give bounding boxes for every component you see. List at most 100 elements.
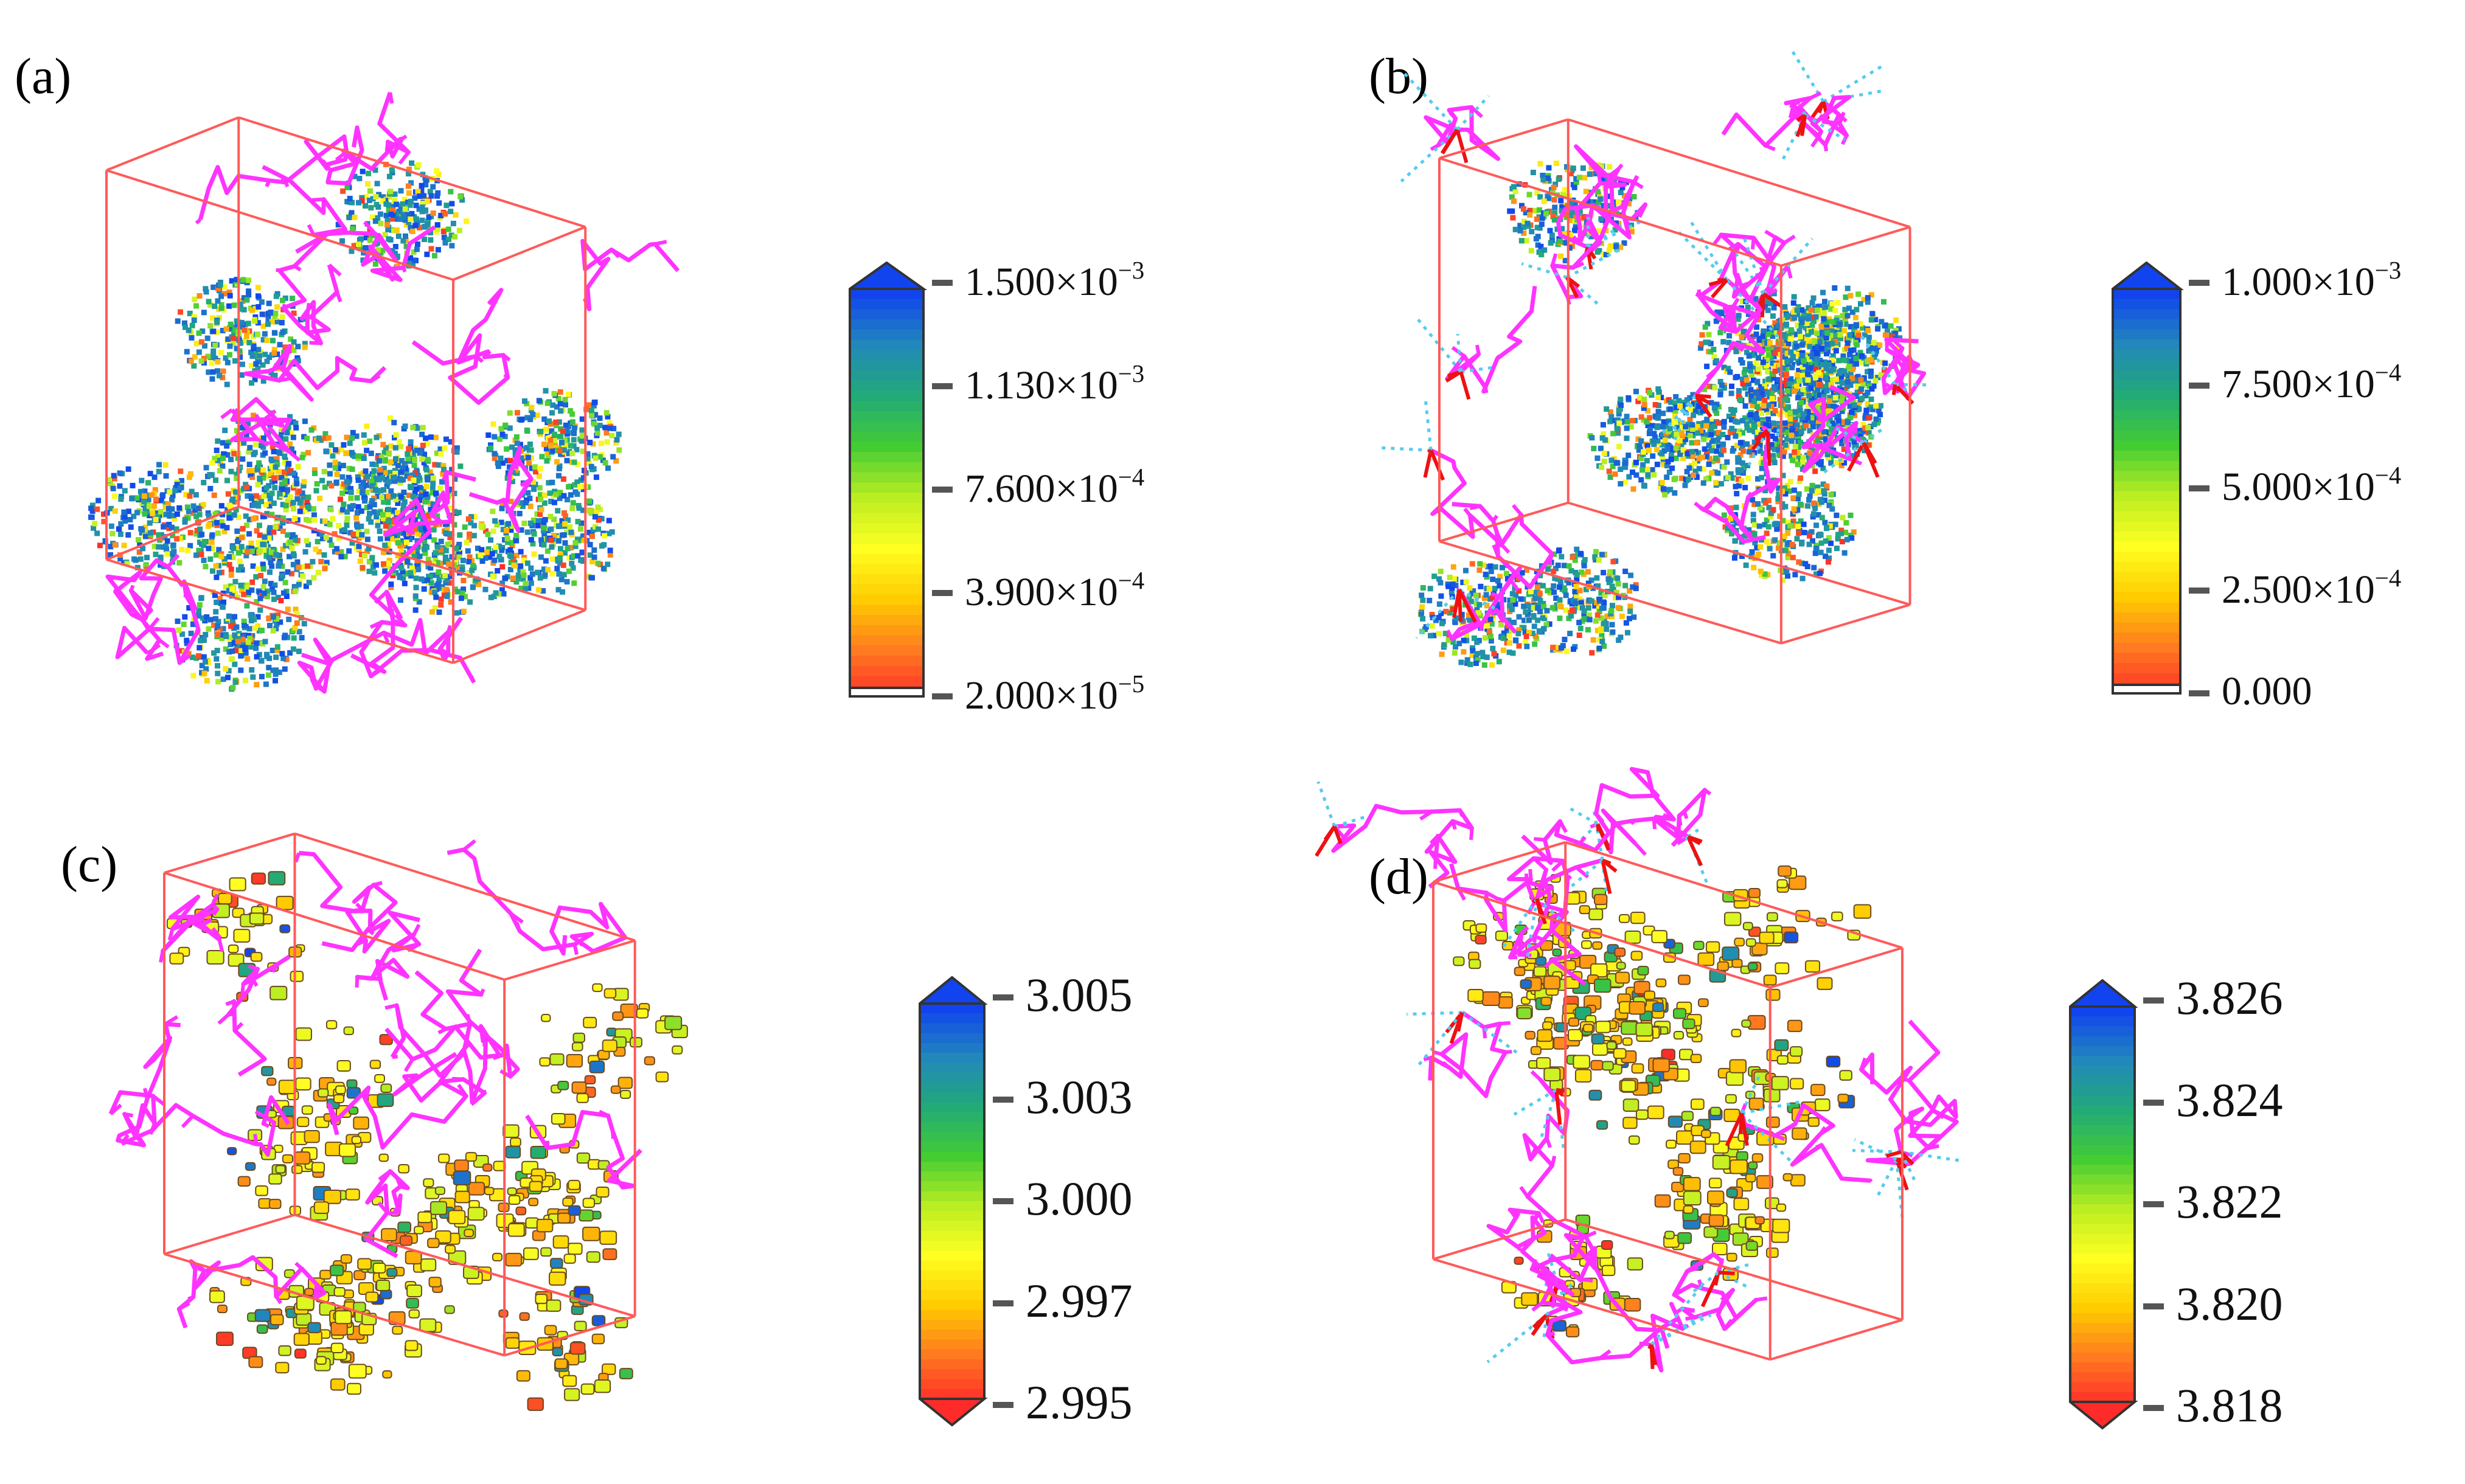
colorbar-tick (2143, 1405, 2164, 1411)
tick-multiplier: ×10 (2312, 259, 2375, 304)
panel-b: (b) 1.000×10−3 7.500×10−4 5.000×10−4 2.500×… (1232, 0, 2465, 742)
colorbar-tick-label: 0.000 (2222, 671, 2312, 712)
colorbar-tick (932, 383, 953, 389)
tick-exponent: −3 (1118, 256, 1145, 284)
colorbar-tick-label: 3.005 (1026, 971, 1133, 1019)
colorbar-tick-label: 3.824 (2176, 1076, 2283, 1124)
panel-label: (c) (61, 836, 118, 893)
panel-d: (d) 3.826 3.824 3.822 3.820 3.818 (1232, 742, 2465, 1484)
tick-mantissa: 1.130 (965, 362, 1055, 407)
colorbar-tick-label: 2.000×10−5 (965, 671, 1144, 718)
tick-multiplier: ×10 (1055, 569, 1118, 614)
tick-mantissa: 3.818 (2176, 1379, 2283, 1432)
colorbar-tick (993, 1198, 1013, 1204)
tick-mantissa: 3.826 (2176, 971, 2283, 1025)
colorbar: 1.500×10−3 1.130×10−3 7.600×10−4 3.900×10−4… (849, 258, 1290, 721)
colorbar-tick-label: 3.818 (2176, 1382, 2283, 1429)
tick-mantissa: 3.822 (2176, 1175, 2283, 1229)
colorbar-tick (2143, 1303, 2164, 1309)
colorbar-tick (932, 693, 953, 699)
simulation-box (163, 832, 636, 1357)
colorbar-gradient (919, 976, 988, 1427)
particle-cloud (1453, 865, 1872, 1337)
polymer-chains (105, 91, 680, 694)
tick-mantissa: 1.500 (965, 259, 1055, 304)
colorbar-tick-label: 3.000 (1026, 1175, 1133, 1222)
tick-mantissa: 7.500 (2222, 362, 2312, 407)
tick-exponent: −4 (2374, 462, 2402, 490)
colorbar-tick-label: 2.995 (1026, 1379, 1133, 1426)
colorbar-tick (932, 487, 953, 493)
tick-multiplier: ×10 (2312, 362, 2375, 407)
colorbar-tick-label: 3.003 (1026, 1073, 1133, 1121)
simulation-box (1432, 841, 1904, 1361)
colorbar-tick (2189, 485, 2209, 491)
panel-label: (a) (15, 48, 72, 105)
tick-mantissa: 1.000 (2222, 259, 2312, 304)
polymer-chains (108, 839, 642, 1329)
tick-exponent: −4 (1118, 463, 1145, 491)
tick-multiplier: ×10 (2312, 465, 2375, 510)
colorbar-tick-label: 7.600×10−4 (965, 465, 1144, 511)
colorbar-tick (2189, 690, 2209, 696)
colorbar-tick-label: 5.000×10−4 (2222, 463, 2401, 510)
tick-mantissa: 3.900 (965, 569, 1055, 614)
cube-visualization (88, 91, 680, 694)
cube-visualization (108, 832, 688, 1411)
tick-multiplier: ×10 (1055, 259, 1118, 304)
colorbar: 3.005 3.003 3.000 2.997 2.995 (919, 971, 1351, 1451)
tick-exponent: −4 (1118, 566, 1145, 594)
colorbar-tick-label: 1.130×10−3 (965, 361, 1144, 407)
colorbar-tick (2189, 588, 2209, 594)
tick-mantissa: 2.995 (1026, 1376, 1133, 1429)
colorbar-tick-label: 3.820 (2176, 1280, 2283, 1328)
cube-visualization (1315, 767, 1961, 1373)
cube-visualization (1380, 47, 1928, 668)
tick-mantissa: 3.000 (1026, 1172, 1133, 1226)
simulation-box (1438, 118, 1911, 645)
colorbar-tick-label: 1.500×10−3 (965, 258, 1144, 304)
colorbar-gradient (849, 262, 928, 698)
colorbar-tick (932, 590, 953, 596)
tick-mantissa: 2.500 (2222, 567, 2312, 612)
colorbar-tick-label: 2.500×10−4 (2222, 566, 2401, 612)
tick-mantissa: 2.000 (965, 673, 1055, 718)
colorbar-gradient (2069, 979, 2138, 1430)
colorbar-tick-label: 3.900×10−4 (965, 568, 1144, 614)
colorbar-tick-label: 3.826 (2176, 974, 2283, 1022)
colorbar-tick (993, 1402, 1013, 1408)
tick-exponent: −4 (2374, 359, 2402, 387)
tick-mantissa: 3.005 (1026, 968, 1133, 1022)
panel-a: (a) 1.500×10−3 1.130×10−3 7.600×10−4 3.900×… (0, 0, 1232, 742)
tick-exponent: −4 (2374, 564, 2402, 592)
tick-mantissa: 5.000 (2222, 465, 2312, 510)
colorbar-tick (2143, 997, 2164, 1004)
simulation-box (105, 116, 587, 664)
panel-label: (b) (1369, 48, 1428, 105)
colorbar-tick-label: 2.997 (1026, 1277, 1133, 1325)
polymer-chains (1380, 47, 1928, 641)
tick-mantissa: 7.600 (965, 466, 1055, 511)
tick-multiplier: ×10 (1055, 466, 1118, 511)
tick-exponent: −3 (1118, 359, 1145, 387)
tick-multiplier: ×10 (2312, 567, 2375, 612)
tick-exponent: −5 (1118, 670, 1145, 698)
colorbar: 1.000×10−3 7.500×10−4 5.000×10−4 2.500×10−4… (2112, 258, 2465, 718)
particle-cloud (88, 160, 622, 692)
colorbar-tick (993, 994, 1013, 1000)
colorbar-tick (932, 280, 953, 286)
panel-label: (d) (1369, 848, 1428, 905)
colorbar: 3.826 3.824 3.822 3.820 3.818 (2069, 974, 2465, 1454)
colorbar-gradient (2112, 262, 2184, 695)
tick-mantissa: 3.824 (2176, 1073, 2283, 1126)
colorbar-tick (2143, 1201, 2164, 1207)
tick-multiplier: ×10 (1055, 362, 1118, 407)
colorbar-tick (993, 1300, 1013, 1306)
colorbar-tick-label: 3.822 (2176, 1178, 2283, 1226)
tick-mantissa: 3.003 (1026, 1070, 1133, 1123)
colorbar-tick-label: 1.000×10−3 (2222, 258, 2401, 304)
colorbar-tick-label: 7.500×10−4 (2222, 360, 2401, 407)
polymer-chains (1315, 767, 1961, 1373)
tick-mantissa: 0.000 (2222, 668, 2312, 713)
colorbar-tick (993, 1096, 1013, 1103)
